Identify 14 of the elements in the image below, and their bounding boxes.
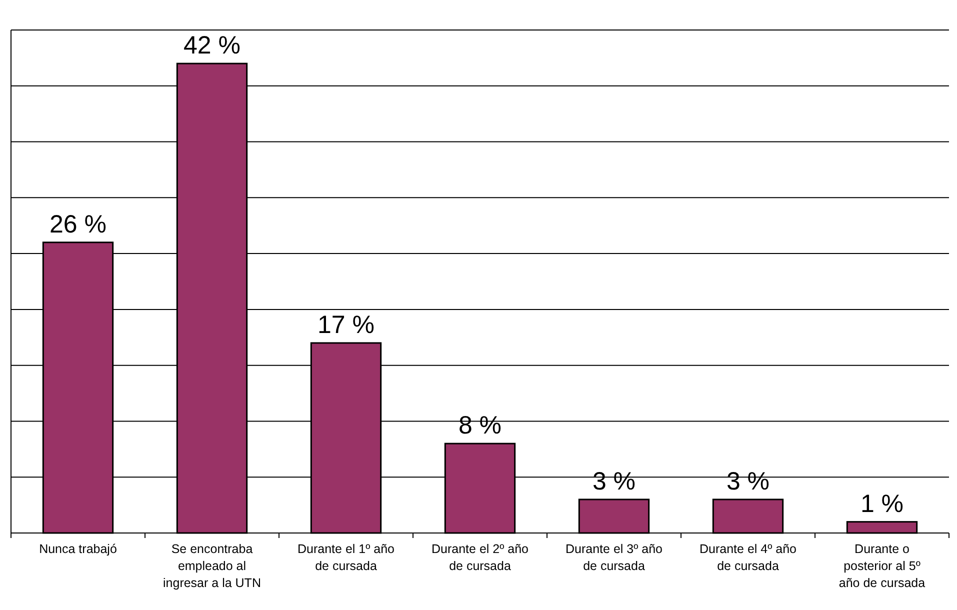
data-label: 26 %: [50, 210, 106, 238]
bar: [712, 498, 784, 534]
bar: [846, 521, 918, 534]
bar: [578, 498, 650, 534]
x-tick-label: Se encontraba empleado al ingresar a la UTN: [163, 542, 261, 590]
x-tick-label: Nunca trabajó: [39, 542, 117, 556]
x-tick-label: Durante el 2º año de cursada: [432, 542, 529, 573]
data-label: 1 %: [860, 490, 904, 518]
x-tick-label: Durante el 3º año de cursada: [566, 542, 663, 573]
x-tick-label: Durante o posterior al 5º año de cursada: [838, 542, 926, 590]
x-tick-label: Durante el 4º año de cursada: [700, 542, 797, 573]
data-label: 17 %: [318, 310, 374, 339]
data-label: 42 %: [184, 32, 240, 60]
x-tick-label: Durante el 1º año de cursada: [298, 542, 395, 573]
